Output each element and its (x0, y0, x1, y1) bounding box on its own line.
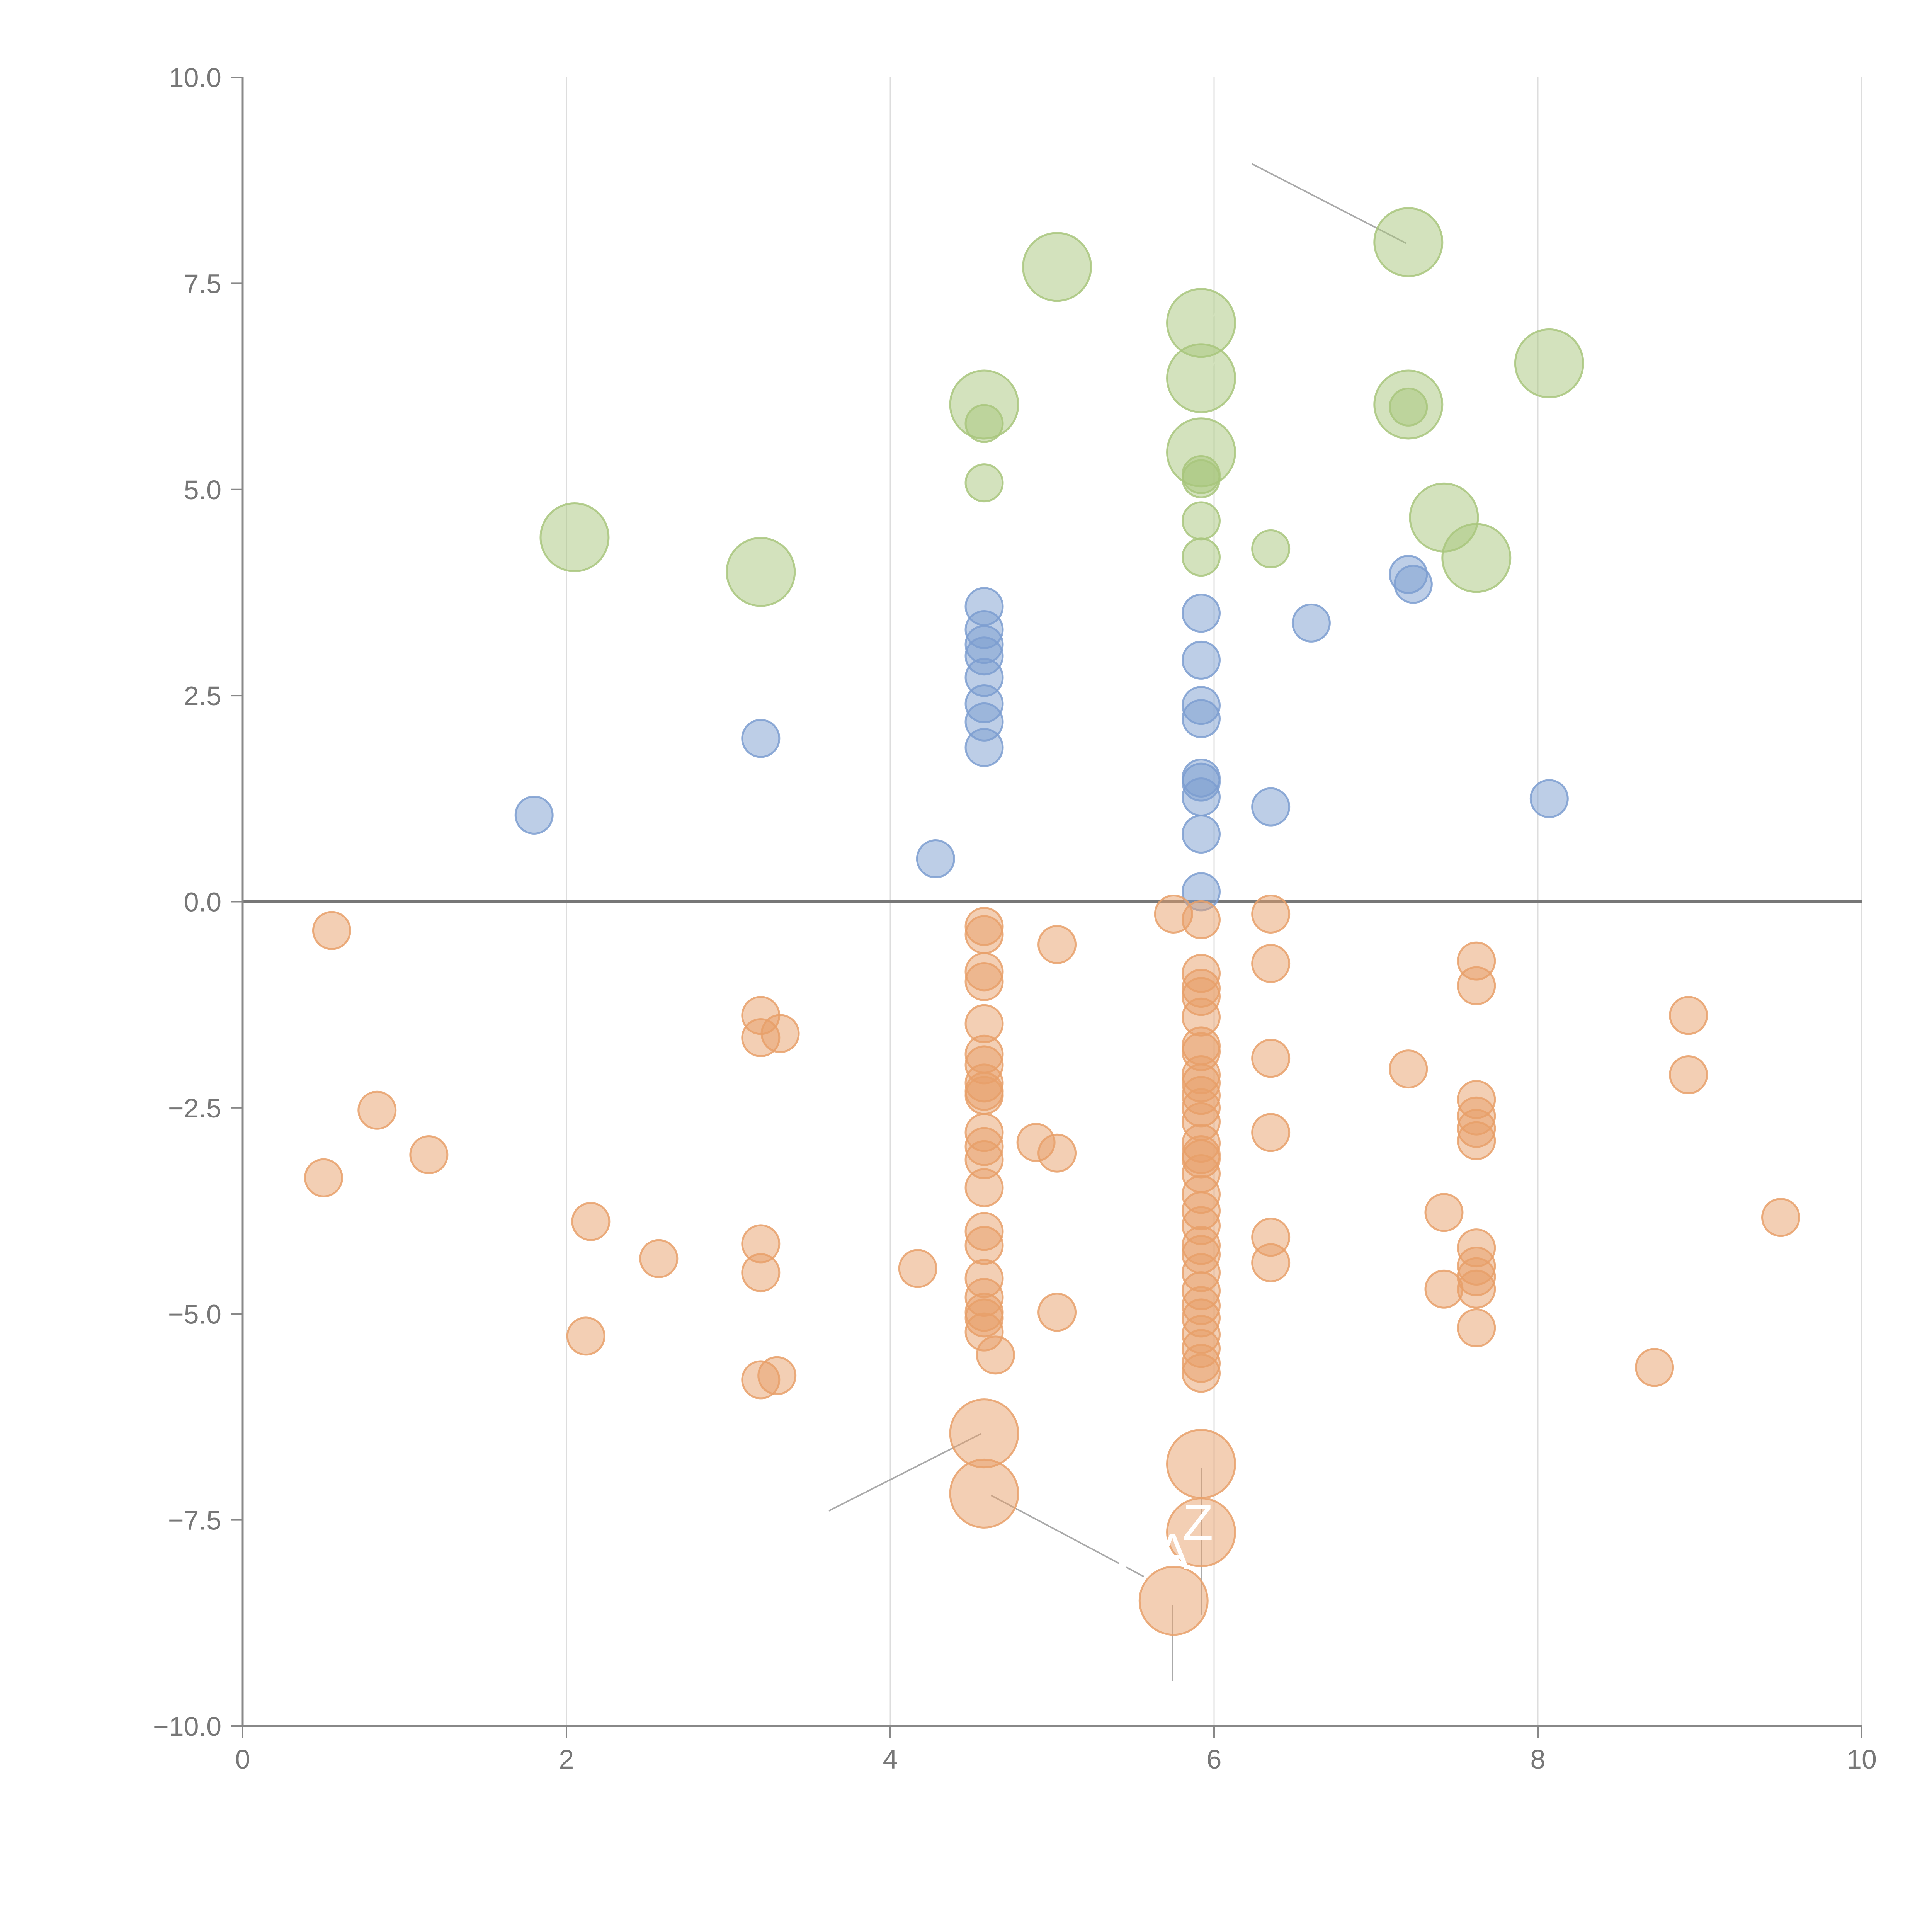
orange-data-point (1037, 1293, 1077, 1332)
green-data-point (1181, 501, 1221, 541)
orange-data-point (1166, 1497, 1236, 1568)
orange-data-point (1166, 1429, 1236, 1499)
orange-data-point (1251, 895, 1291, 934)
orange-data-point (1251, 1243, 1291, 1282)
orange-data-point (949, 1398, 1019, 1469)
orange-data-point (898, 1249, 937, 1288)
annotation-label: WA (1110, 1523, 1189, 1580)
y-tick-label: 5.0 (184, 475, 221, 505)
orange-data-point (304, 1158, 343, 1197)
annotations: WAZ (1110, 1494, 1213, 1580)
x-tick-label: 4 (883, 1744, 898, 1774)
y-tick-label: −5.0 (168, 1299, 221, 1329)
blue-data-point (1181, 594, 1221, 633)
orange-data-point (964, 962, 1004, 1001)
x-tick-label: 10 (1847, 1744, 1877, 1774)
y-tick-label: 7.5 (184, 269, 221, 299)
orange-data-point (409, 1135, 449, 1174)
orange-data-point (1669, 1055, 1708, 1095)
green-data-point (964, 463, 1004, 503)
orange-data-point (571, 1202, 611, 1241)
orange-data-point (964, 1168, 1004, 1208)
orange-data-point (949, 1458, 1019, 1529)
orange-data-point (357, 1090, 397, 1130)
orange-data-point (760, 1014, 800, 1053)
green-data-point (1441, 523, 1512, 593)
green-data-point (1181, 459, 1221, 498)
orange-data-point (1457, 1308, 1496, 1348)
y-tick-label: −2.5 (168, 1093, 221, 1123)
orange-data-point (1457, 966, 1496, 1005)
orange-data-point (1669, 996, 1708, 1035)
annotation-label: Z (1182, 1494, 1213, 1551)
blue-data-point (741, 719, 781, 758)
green-data-point (1389, 387, 1428, 427)
orange-data-point (1457, 1121, 1496, 1160)
blue-data-point (1181, 640, 1221, 680)
blue-data-point (964, 728, 1004, 767)
orange-data-point (964, 1226, 1004, 1265)
x-tick-label: 8 (1531, 1744, 1546, 1774)
blue-data-point (1181, 815, 1221, 854)
green-data-point (539, 502, 610, 572)
orange-data-point (1037, 925, 1077, 964)
orange-data-point (1181, 1354, 1221, 1393)
orange-data-point (976, 1335, 1015, 1375)
orange-data-point (1424, 1193, 1464, 1232)
green-data-point (1251, 529, 1291, 568)
orange-data-point (1037, 1133, 1077, 1173)
orange-data-point (757, 1356, 797, 1395)
orange-data-point (1635, 1348, 1674, 1387)
green-data-point (964, 404, 1004, 443)
orange-data-point (1251, 944, 1291, 983)
green-data-point (1181, 537, 1221, 577)
blue-data-point (916, 839, 955, 879)
orange-data-point (312, 911, 351, 950)
y-tick-label: 2.5 (184, 681, 221, 711)
blue-data-point (1291, 603, 1331, 643)
green-data-point (1373, 207, 1444, 277)
orange-data-point (964, 915, 1004, 954)
orange-data-point (566, 1316, 605, 1356)
y-tick-label: 0.0 (184, 887, 221, 917)
x-tick-label: 0 (235, 1744, 250, 1774)
orange-data-point (1251, 1113, 1291, 1152)
y-tick-label: −10.0 (153, 1711, 221, 1742)
orange-data-point (639, 1239, 679, 1278)
annotation-leader-line (991, 1495, 1144, 1577)
green-data-point (1166, 343, 1236, 413)
green-data-point (1022, 232, 1092, 302)
blue-data-point (514, 795, 554, 835)
y-tick-label: −7.5 (168, 1505, 221, 1536)
x-tick-label: 2 (559, 1744, 574, 1774)
green-data-point (726, 537, 796, 607)
orange-data-point (1457, 1269, 1496, 1309)
orange-data-point (1138, 1566, 1209, 1636)
axes: 0 2 4 6 8 10 10.0 7.5 5.0 2.5 0.0 −2.5 −5.0 −7.5 −10.0 (153, 63, 1877, 1774)
blue-data-point (1251, 787, 1291, 827)
orange-data-point (1761, 1198, 1800, 1237)
orange-data-point (964, 1076, 1004, 1115)
orange-data-point (1251, 1039, 1291, 1078)
orange-data-point (1389, 1049, 1428, 1089)
data-points (304, 207, 1800, 1636)
orange-data-point (1181, 900, 1221, 939)
green-data-point (1514, 328, 1584, 398)
blue-data-point (1181, 777, 1221, 817)
orange-data-point (741, 1253, 781, 1293)
y-tick-label: 10.0 (169, 63, 221, 93)
blue-data-point (1393, 565, 1433, 604)
blue-data-point (1181, 699, 1221, 738)
blue-data-point (1529, 779, 1569, 818)
x-tick-label: 6 (1207, 1744, 1222, 1774)
